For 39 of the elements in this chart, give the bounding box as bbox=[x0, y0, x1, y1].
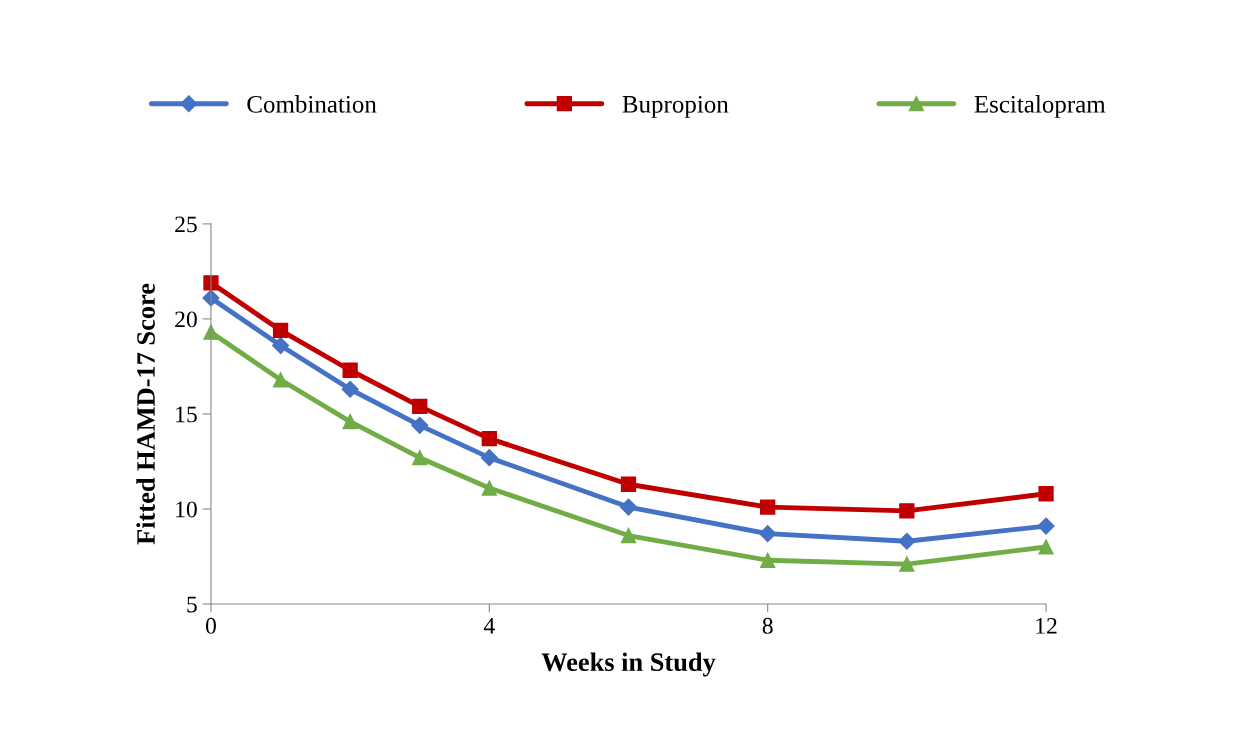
point bbox=[1038, 486, 1054, 502]
point bbox=[272, 336, 290, 355]
point bbox=[412, 450, 428, 466]
y-tick-label: 10 bbox=[176, 501, 197, 518]
x-tick-label: 12 bbox=[1036, 617, 1057, 634]
point bbox=[619, 498, 638, 516]
point bbox=[620, 527, 637, 544]
x-tick-label: 0 bbox=[205, 617, 216, 634]
x-tick-label: 4 bbox=[483, 618, 495, 634]
point bbox=[898, 532, 916, 550]
legend-label: Escitalopram bbox=[974, 95, 1106, 118]
point bbox=[759, 525, 777, 543]
y-tick-label: 20 bbox=[175, 311, 197, 328]
point bbox=[1038, 539, 1054, 555]
point bbox=[1037, 517, 1055, 535]
point bbox=[480, 449, 498, 467]
point bbox=[481, 480, 497, 496]
point bbox=[342, 413, 358, 430]
point bbox=[203, 275, 219, 291]
y-tick-label: 15 bbox=[176, 406, 197, 423]
point bbox=[760, 499, 776, 515]
y-tick-label: 25 bbox=[175, 216, 197, 233]
point bbox=[342, 362, 358, 378]
point bbox=[272, 322, 289, 338]
y-axis-title: Fitted HAMD-17 Score bbox=[136, 283, 155, 545]
point bbox=[899, 556, 915, 572]
point bbox=[620, 476, 637, 492]
point bbox=[411, 416, 429, 434]
legend-label: Bupropion bbox=[622, 95, 729, 118]
point bbox=[412, 398, 428, 414]
point bbox=[899, 503, 915, 519]
point bbox=[481, 431, 497, 447]
legend-label: Combination bbox=[247, 95, 377, 113]
x-tick-label: 8 bbox=[762, 617, 773, 634]
y-tick-label: 5 bbox=[187, 596, 197, 613]
point bbox=[341, 380, 359, 398]
x-axis-title: Weeks in Study bbox=[541, 652, 716, 677]
point bbox=[760, 552, 776, 568]
point bbox=[272, 372, 289, 388]
